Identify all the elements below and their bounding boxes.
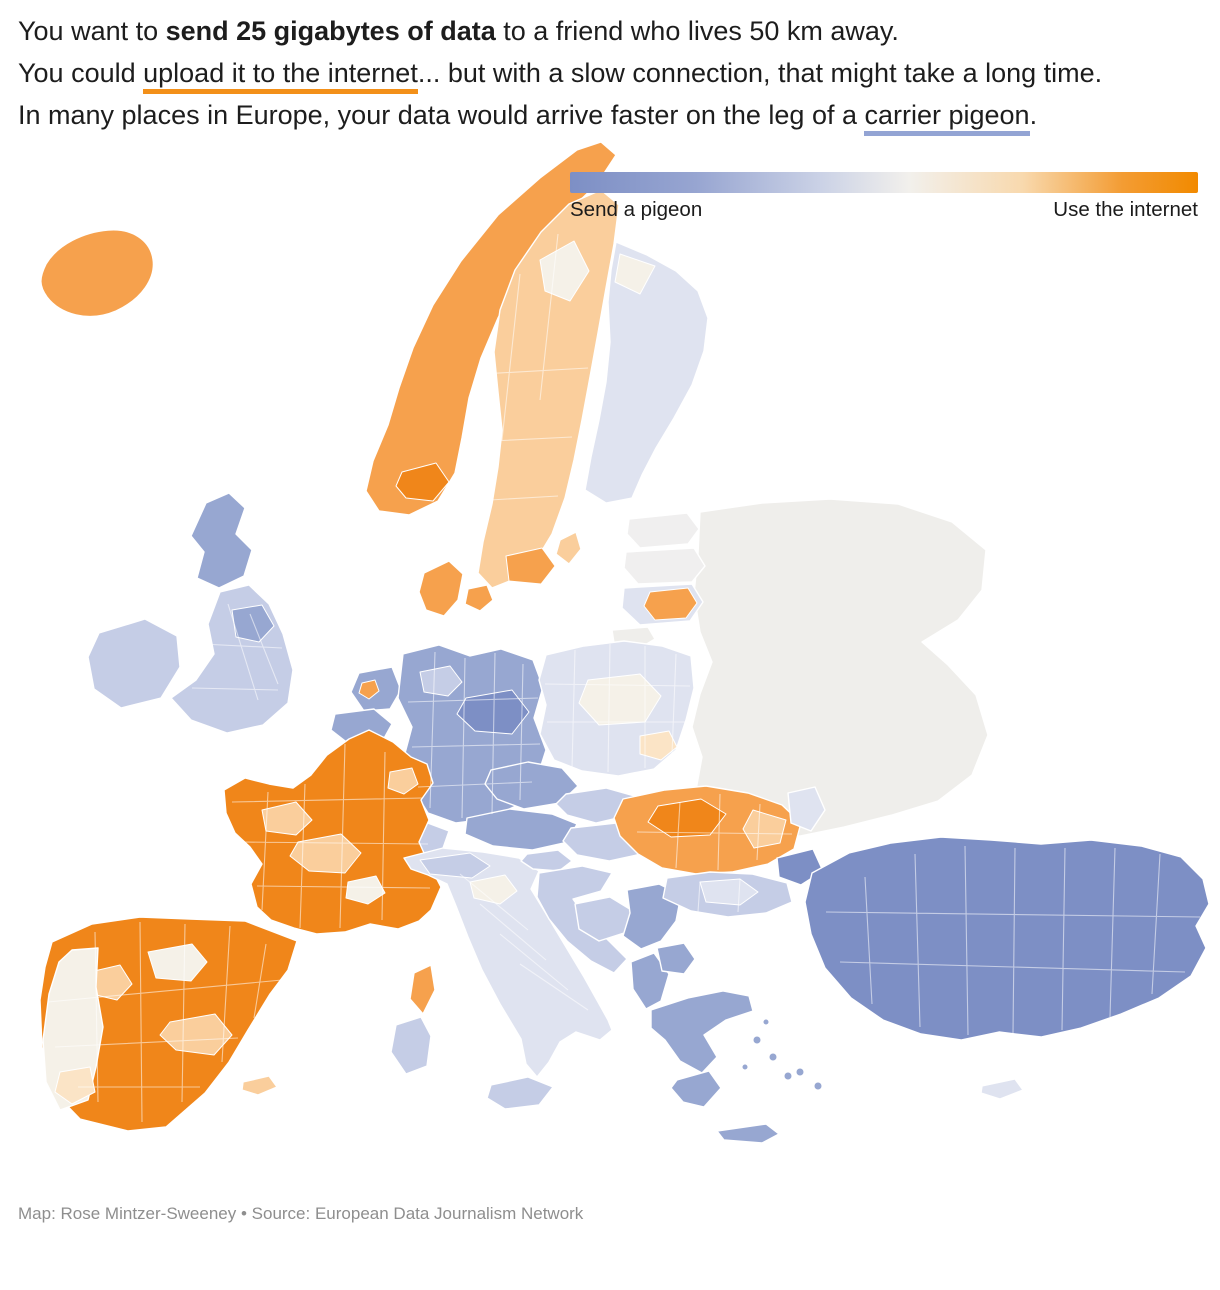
subdivision-lines-germany — [407, 651, 541, 819]
greek-islands — [741, 1018, 823, 1091]
region-patch-romania-light — [742, 809, 787, 849]
intro-line-2-suffix: ... but with a slow connection, that mig… — [417, 58, 1103, 88]
credit-line: Map: Rose Mintzer-Sweeney • Source: Euro… — [0, 1188, 1220, 1224]
region-iceland[interactable] — [40, 229, 155, 318]
region-patch-romania-strong — [647, 798, 727, 838]
region-turkey[interactable] — [804, 836, 1210, 1041]
legend-label-internet: Use the internet — [1053, 198, 1198, 221]
intro-line-3: In many places in Europe, your data woul… — [18, 94, 1186, 136]
region-patch-netherlands-orange — [358, 679, 380, 700]
region-cyprus[interactable] — [980, 1078, 1024, 1100]
subdivision-lines-turkey — [825, 845, 1201, 1036]
region-italy[interactable] — [403, 847, 613, 1078]
intro-line-2: You could upload it to the internet... b… — [18, 52, 1186, 94]
region-denmark-zealand[interactable] — [464, 584, 494, 612]
intro-line-1: You want to send 25 gigabytes of data to… — [18, 10, 1186, 52]
region-east-no-data[interactable] — [691, 498, 989, 843]
region-crete[interactable] — [716, 1123, 780, 1144]
subdivision-lines-uk — [191, 603, 283, 701]
region-patch-italy-center — [469, 874, 518, 905]
pigeon-underlined-phrase: carrier pigeon — [864, 100, 1030, 136]
region-ireland[interactable] — [87, 618, 181, 709]
region-moldova[interactable] — [787, 786, 826, 832]
region-scotland[interactable] — [190, 492, 253, 589]
subdivision-lines-italy — [459, 873, 589, 1011]
legend-labels: Send a pigeon Use the internet — [570, 198, 1198, 222]
region-patch-france-center — [289, 833, 362, 874]
region-patch-portugal-south — [54, 1066, 96, 1105]
region-patch-finland-north — [614, 253, 656, 295]
region-england-wales[interactable] — [170, 584, 294, 734]
region-patch-germany-nw — [419, 665, 463, 697]
region-patch-germany-center — [456, 689, 530, 735]
region-france[interactable] — [223, 729, 442, 935]
subdivision-lines-france — [231, 743, 431, 929]
region-sweden[interactable] — [477, 189, 620, 589]
map-legend: Send a pigeon Use the internet — [570, 172, 1198, 222]
intro-line-2-prefix: You could — [18, 58, 144, 88]
region-patch-poland-paleorange — [639, 730, 678, 761]
region-sicily[interactable] — [486, 1076, 554, 1110]
subdivision-lines-spain — [47, 921, 283, 1123]
region-greece[interactable] — [650, 990, 754, 1074]
intro-line-3-suffix: . — [1029, 100, 1038, 130]
region-patch-france-ne — [387, 767, 419, 795]
region-sardinia[interactable] — [390, 1016, 432, 1075]
region-north-macedonia[interactable] — [656, 942, 696, 975]
intro-line-1-prefix: You want to — [18, 16, 166, 46]
region-austria[interactable] — [464, 808, 578, 851]
region-patch-france-cream — [345, 875, 386, 905]
region-patch-north-england — [231, 604, 275, 643]
region-patch-norway-south — [395, 462, 450, 502]
region-patch-bulgaria — [699, 878, 759, 906]
region-patch-italy-po — [419, 852, 491, 879]
region-montenegro-albania[interactable] — [630, 952, 670, 1010]
region-finland[interactable] — [584, 241, 709, 504]
region-patch-sweden-south — [505, 547, 556, 585]
region-estonia[interactable] — [626, 512, 700, 549]
subdivision-lines-poland — [544, 643, 691, 773]
region-peloponnese[interactable] — [670, 1070, 722, 1108]
region-corsica[interactable] — [409, 964, 436, 1015]
region-latvia[interactable] — [623, 547, 706, 585]
intro-line-3-prefix: In many places in Europe, your data woul… — [18, 100, 865, 130]
region-denmark[interactable] — [418, 560, 464, 617]
subdivision-lines-balkans — [636, 793, 793, 913]
internet-underlined-phrase: upload it to the internet — [143, 58, 418, 94]
region-balearics[interactable] — [241, 1075, 278, 1096]
credit-text: Map: Rose Mintzer-Sweeney • Source: Euro… — [18, 1204, 584, 1223]
subdivision-lines-scandinavia — [471, 233, 589, 501]
legend-label-pigeon: Send a pigeon — [570, 198, 703, 221]
map-svg — [39, 142, 1210, 1144]
europe-choropleth-map: Send a pigeon Use the internet — [0, 142, 1220, 1188]
intro-text: You want to send 25 gigabytes of data to… — [0, 0, 1220, 136]
region-patch-lithuania-orange — [643, 587, 698, 621]
region-patch-spain-light1 — [159, 1013, 233, 1056]
intro-line-1-suffix: to a friend who lives 50 km away. — [495, 16, 899, 46]
legend-gradient-bar — [570, 172, 1198, 193]
region-gotland[interactable] — [555, 531, 582, 565]
intro-line-1-bold: send 25 gigabytes of data — [165, 16, 496, 46]
